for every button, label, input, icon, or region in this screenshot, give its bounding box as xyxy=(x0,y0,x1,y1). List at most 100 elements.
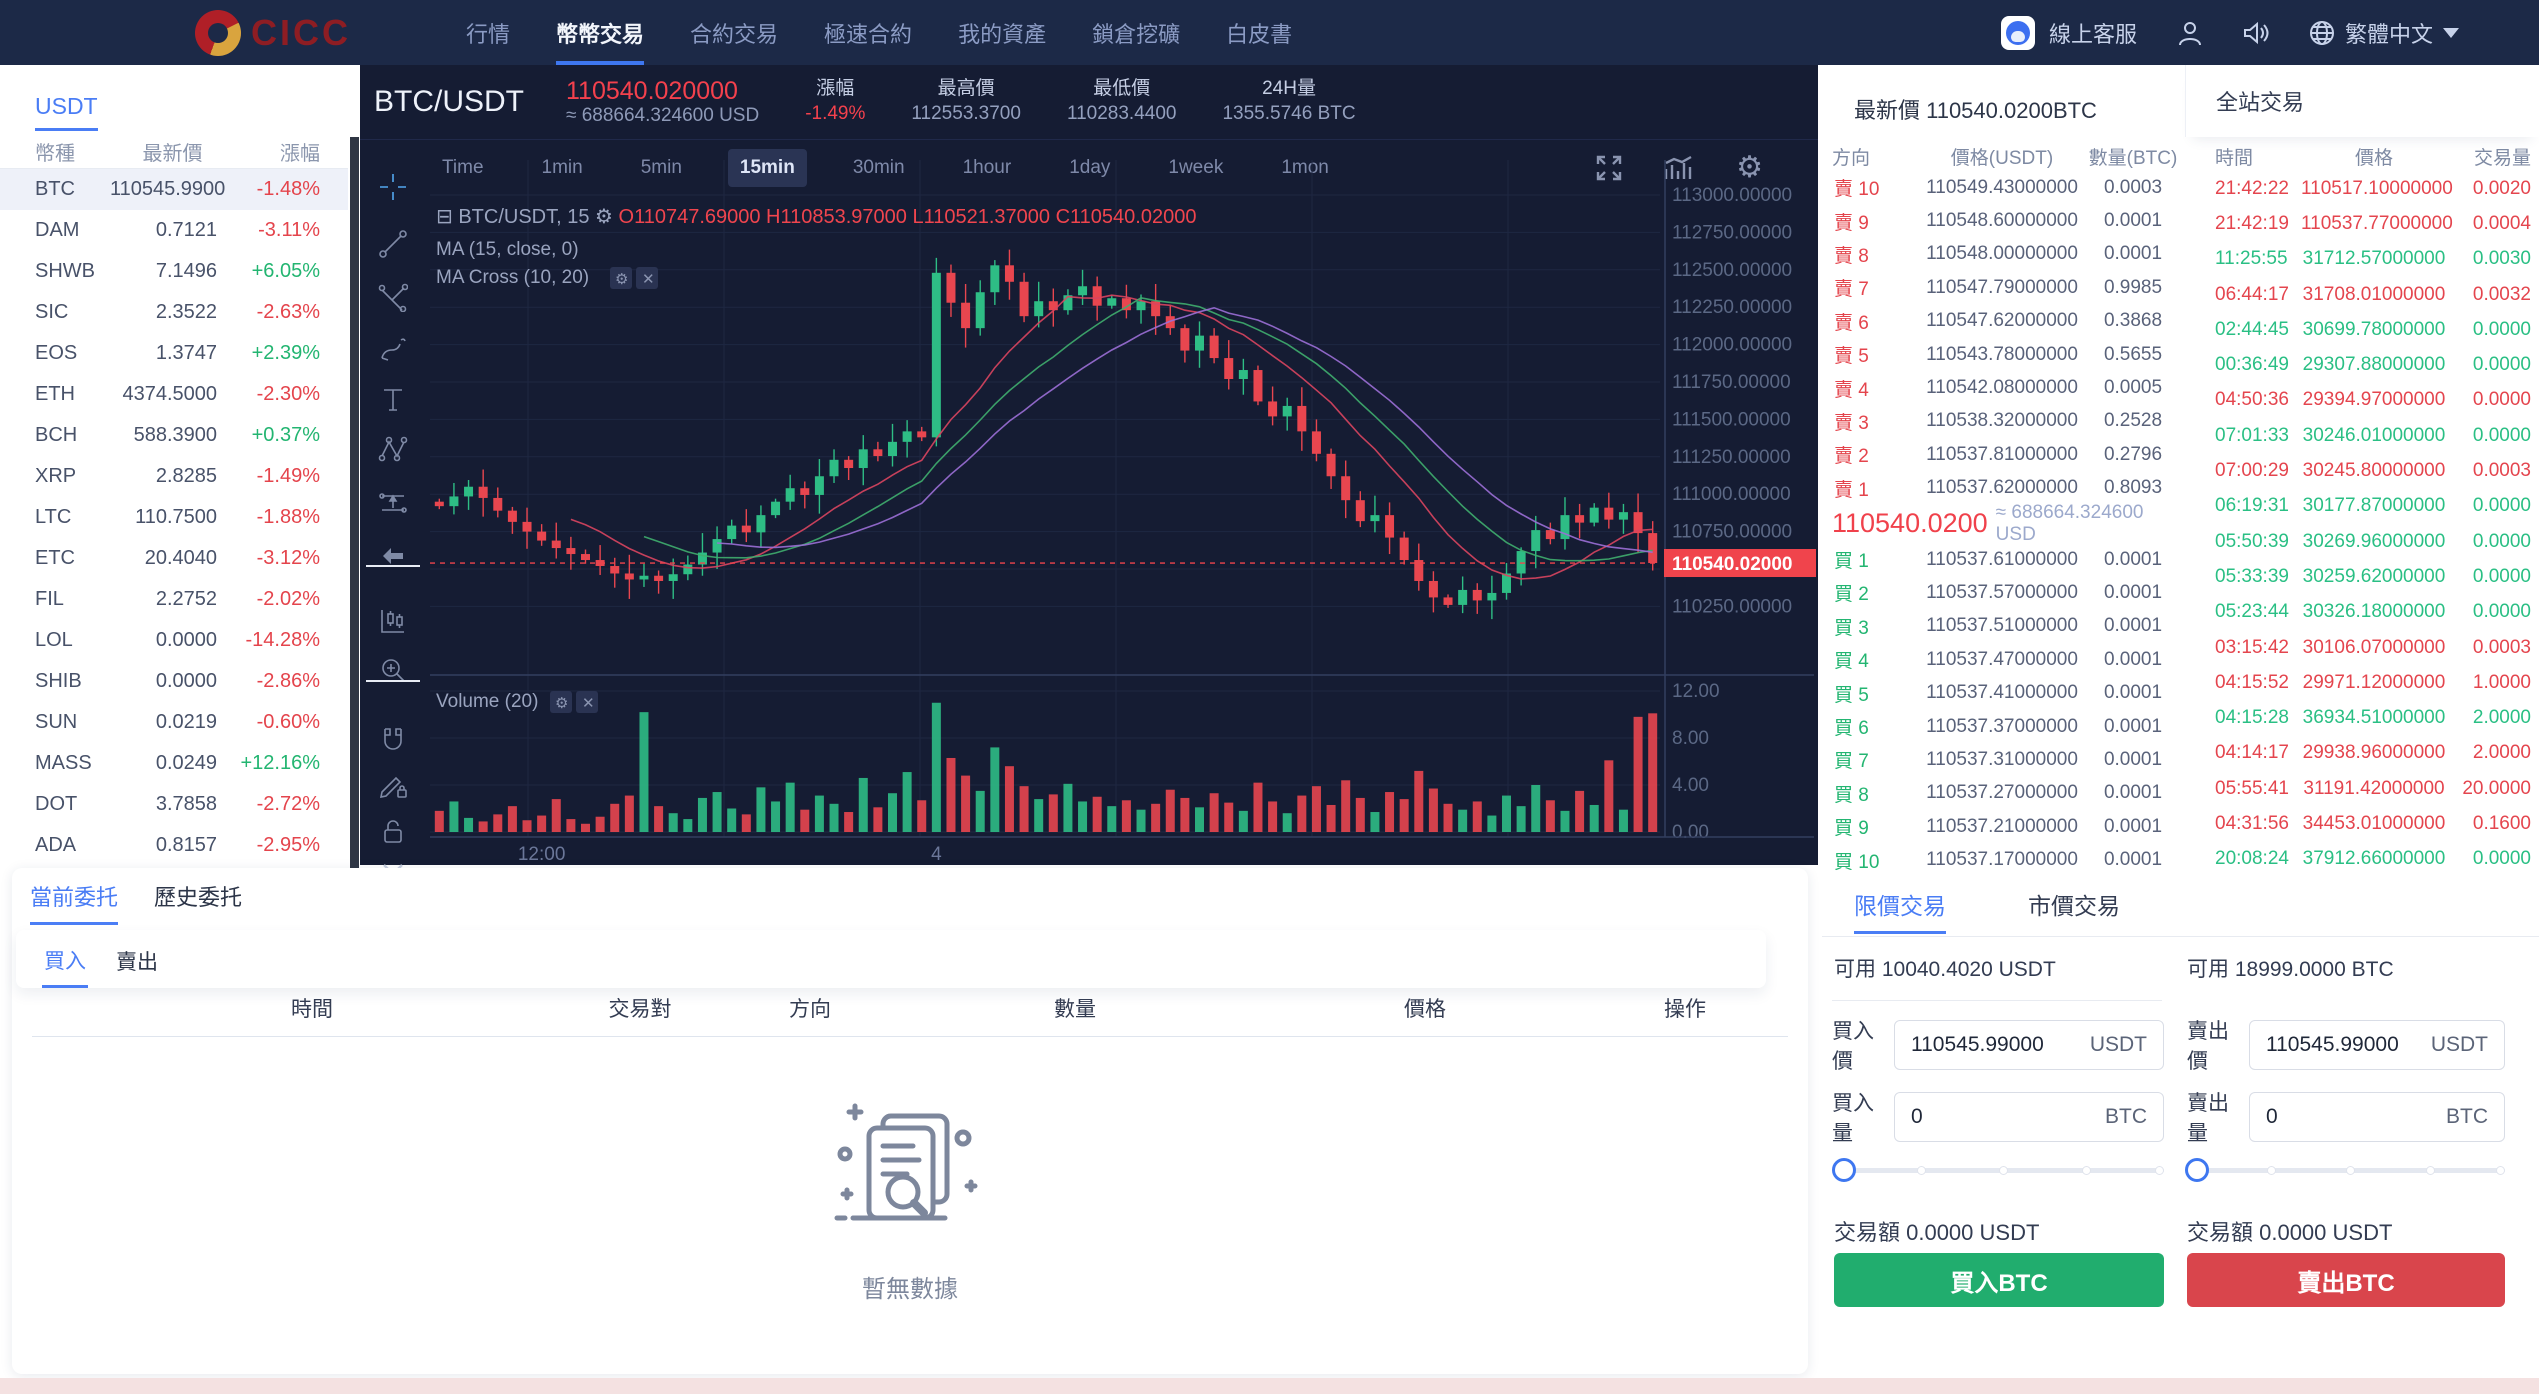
ask-row[interactable]: 賣 6 110547.62000000 0.3868 xyxy=(1832,305,2180,338)
zoom-in-icon[interactable] xyxy=(360,648,426,692)
buy-amount-input[interactable]: 0 BTC xyxy=(1894,1092,2164,1142)
tab-limit-order[interactable]: 限價交易 xyxy=(1854,887,1946,934)
ask-row[interactable]: 賣 10 110549.43000000 0.0003 xyxy=(1832,171,2180,204)
timeframe-1day[interactable]: 1day xyxy=(1069,156,1111,178)
coin-row-LTC[interactable]: LTC 110.7500 -1.88% xyxy=(0,497,348,538)
timeframe-1week[interactable]: 1week xyxy=(1168,156,1224,178)
bid-row[interactable]: 買 8 110537.27000000 0.0001 xyxy=(1832,777,2180,810)
timeframe-15min[interactable]: 15min xyxy=(727,148,807,187)
tab-market-order[interactable]: 市價交易 xyxy=(2028,893,2120,919)
bid-row[interactable]: 買 5 110537.41000000 0.0001 xyxy=(1832,676,2180,709)
buy-slider-handle[interactable] xyxy=(1832,1158,1856,1182)
subtab-buy[interactable]: 買入 xyxy=(42,931,88,988)
bar-pattern-icon[interactable] xyxy=(360,599,426,643)
nav-item-白皮書[interactable]: 白皮書 xyxy=(1226,21,1293,47)
trend-line-icon[interactable] xyxy=(360,222,426,266)
coin-row-SUN[interactable]: SUN 0.0219 -0.60% xyxy=(0,702,348,743)
nav-item-極速合約[interactable]: 極速合約 xyxy=(824,21,913,47)
customer-service-icon[interactable] xyxy=(2000,15,2035,50)
coin-row-MASS[interactable]: MASS 0.0249 +12.16% xyxy=(0,743,348,784)
timeframe-Time[interactable]: Time xyxy=(442,156,484,178)
timeframe-5min[interactable]: 5min xyxy=(640,156,682,178)
nav-item-我的資產[interactable]: 我的資產 xyxy=(958,21,1047,47)
timeframe-1mon[interactable]: 1mon xyxy=(1281,156,1329,178)
sell-btc-button[interactable]: 賣出BTC xyxy=(2187,1253,2505,1307)
trades-title: 全站交易 xyxy=(2216,90,2305,115)
bid-row[interactable]: 買 4 110537.47000000 0.0001 xyxy=(1832,643,2180,676)
timeframe-1min[interactable]: 1min xyxy=(541,156,583,178)
ask-row[interactable]: 賣 2 110537.81000000 0.2796 xyxy=(1832,438,2180,471)
sell-price-input[interactable]: 110545.99000 USDT xyxy=(2249,1020,2505,1070)
sell-slider-handle[interactable] xyxy=(2185,1158,2209,1182)
text-icon[interactable] xyxy=(360,377,426,421)
coin-row-BTC[interactable]: BTC 110545.9900 -1.48% xyxy=(0,169,348,210)
stat-label: 24H量 xyxy=(1262,78,1316,100)
coin-list-scrollbar[interactable] xyxy=(350,137,359,929)
user-icon[interactable] xyxy=(2175,18,2205,48)
sell-amount-input[interactable]: 0 BTC xyxy=(2249,1092,2505,1142)
coin-row-XRP[interactable]: XRP 2.8285 -1.49% xyxy=(0,456,348,497)
ask-row[interactable]: 賣 4 110542.08000000 0.0005 xyxy=(1832,371,2180,404)
nav-item-幣幣交易[interactable]: 幣幣交易 xyxy=(556,0,645,65)
buy-amount-slider[interactable] xyxy=(1832,1158,2164,1182)
coin-row-LOL[interactable]: LOL 0.0000 -14.28% xyxy=(0,620,348,661)
sell-amount-slider[interactable] xyxy=(2185,1158,2505,1182)
tab-current-orders[interactable]: 當前委托 xyxy=(30,880,119,925)
indicator-icon[interactable] xyxy=(1664,155,1694,181)
nav-item-鎖倉挖礦[interactable]: 鎖倉挖礦 xyxy=(1092,21,1181,47)
last-price-approx: ≈ 688664.324600 USD xyxy=(566,105,760,127)
xabcd-pattern-icon[interactable] xyxy=(360,427,426,471)
chart-settings-icon[interactable]: ⚙ xyxy=(1736,151,1763,184)
crosshair-icon[interactable] xyxy=(360,165,426,209)
buy-price-input[interactable]: 110545.99000 USDT xyxy=(1894,1020,2164,1070)
bid-row[interactable]: 買 7 110537.31000000 0.0001 xyxy=(1832,743,2180,776)
timeframe-1hour[interactable]: 1hour xyxy=(962,156,1012,178)
pitchfork-icon[interactable] xyxy=(360,275,426,319)
language-selector[interactable]: 繁體中文 xyxy=(2307,17,2459,49)
bid-row[interactable]: 買 6 110537.37000000 0.0001 xyxy=(1832,710,2180,743)
sound-icon[interactable] xyxy=(2241,18,2271,48)
trade-price: 34453.01000000 xyxy=(2302,812,2446,834)
coin-row-ETH[interactable]: ETH 4374.5000 -2.30% xyxy=(0,374,348,415)
bid-row[interactable]: 買 3 110537.51000000 0.0001 xyxy=(1832,610,2180,643)
ask-row[interactable]: 賣 9 110548.60000000 0.0001 xyxy=(1832,204,2180,237)
subtab-sell[interactable]: 賣出 xyxy=(116,951,158,974)
bid-row[interactable]: 買 1 110537.61000000 0.0001 xyxy=(1832,543,2180,576)
nav-item-合約交易[interactable]: 合約交易 xyxy=(690,21,779,47)
buy-btc-button[interactable]: 買入BTC xyxy=(1834,1253,2164,1307)
bid-row[interactable]: 買 10 110537.17000000 0.0001 xyxy=(1832,843,2180,876)
ask-row[interactable]: 賣 7 110547.79000000 0.9985 xyxy=(1832,271,2180,304)
ask-row[interactable]: 賣 3 110538.32000000 0.2528 xyxy=(1832,405,2180,438)
coin-row-SHWB[interactable]: SHWB 7.1496 +6.05% xyxy=(0,251,348,292)
drawing-lock-icon[interactable] xyxy=(360,763,426,807)
coin-row-EOS[interactable]: EOS 1.3747 +2.39% xyxy=(0,333,348,374)
coin-row-FIL[interactable]: FIL 2.2752 -2.02% xyxy=(0,579,348,620)
tab-history-orders[interactable]: 歷史委托 xyxy=(154,885,243,910)
brush-icon[interactable] xyxy=(360,327,426,371)
hide-panel-arrow-icon[interactable] xyxy=(360,534,426,578)
coin-row-ADA[interactable]: ADA 0.8157 -2.95% xyxy=(0,825,348,866)
fullscreen-icon[interactable] xyxy=(1596,155,1622,181)
coin-row-DAM[interactable]: DAM 0.7121 -3.11% xyxy=(0,210,348,251)
coin-row-DOT[interactable]: DOT 3.7858 -2.72% xyxy=(0,784,348,825)
coin-row-SIC[interactable]: SIC 2.3522 -2.63% xyxy=(0,292,348,333)
bid-row[interactable]: 買 2 110537.57000000 0.0001 xyxy=(1832,576,2180,609)
coin-row-ETC[interactable]: ETC 20.4040 -3.12% xyxy=(0,538,348,579)
ask-row[interactable]: 賣 1 110537.62000000 0.8093 xyxy=(1832,472,2180,505)
lock-icon[interactable] xyxy=(360,810,426,854)
candlestick-chart[interactable]: 113000.00000 112750.00000 112500.00000 1122… xyxy=(360,65,1818,865)
bid-row[interactable]: 買 9 110537.21000000 0.0001 xyxy=(1832,810,2180,843)
ask-row[interactable]: 賣 8 110548.00000000 0.0001 xyxy=(1832,238,2180,271)
logo[interactable]: CICC xyxy=(195,9,351,56)
tab-usdt[interactable]: USDT xyxy=(35,93,98,131)
nav-item-行情[interactable]: 行情 xyxy=(466,21,511,47)
stat-label: 最低價 xyxy=(1093,78,1151,100)
forecast-tool-icon[interactable] xyxy=(360,481,426,525)
coin-row-BCH[interactable]: BCH 588.3900 +0.37% xyxy=(0,415,348,456)
magnet-icon[interactable] xyxy=(360,718,426,762)
coin-row-SHIB[interactable]: SHIB 0.0000 -2.86% xyxy=(0,661,348,702)
timeframe-30min[interactable]: 30min xyxy=(852,156,905,178)
footer-strip xyxy=(0,1378,2539,1394)
ask-row[interactable]: 賣 5 110543.78000000 0.5655 xyxy=(1832,338,2180,371)
support-link[interactable]: 線上客服 xyxy=(2048,21,2137,47)
